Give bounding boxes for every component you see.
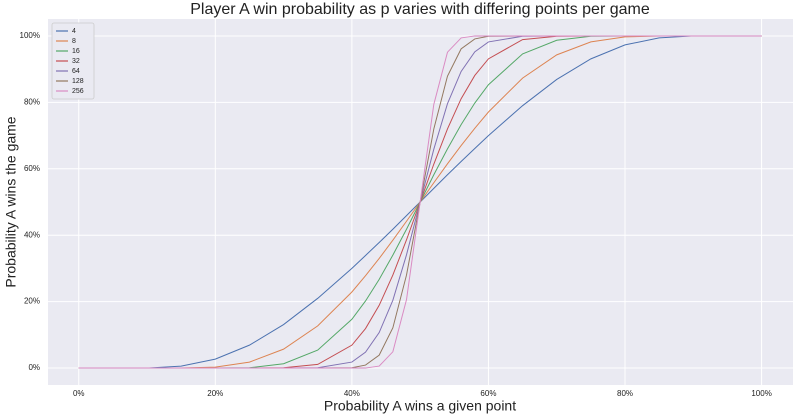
legend-label: 8: [72, 38, 76, 45]
y-tick-label: 20%: [24, 297, 40, 306]
legend-label: 4: [72, 28, 76, 35]
legend-label: 64: [72, 68, 80, 75]
y-axis-label: Probability A wins the game: [3, 116, 19, 287]
y-tick-label: 100%: [20, 31, 40, 40]
y-tick-label: 40%: [24, 230, 40, 239]
x-tick-label: 80%: [617, 389, 633, 398]
y-tick-label: 0%: [28, 363, 40, 372]
x-tick-label: 0%: [73, 389, 85, 398]
x-tick-label: 40%: [344, 389, 360, 398]
legend-label: 16: [72, 48, 80, 55]
legend-label: 256: [72, 88, 84, 95]
legend-box: [51, 22, 95, 100]
legend-label: 128: [72, 78, 84, 85]
series-line: [78, 35, 762, 369]
x-tick-label: 100%: [751, 389, 771, 398]
y-tick-label: 60%: [24, 164, 40, 173]
x-axis-label: Probability A wins a given point: [324, 398, 516, 414]
y-tick-label: 80%: [24, 97, 40, 106]
chart-title: Player A win probability as p varies wit…: [190, 1, 650, 18]
x-tick-label: 60%: [480, 389, 496, 398]
x-tick-label: 20%: [207, 389, 223, 398]
legend-label: 32: [72, 58, 80, 65]
